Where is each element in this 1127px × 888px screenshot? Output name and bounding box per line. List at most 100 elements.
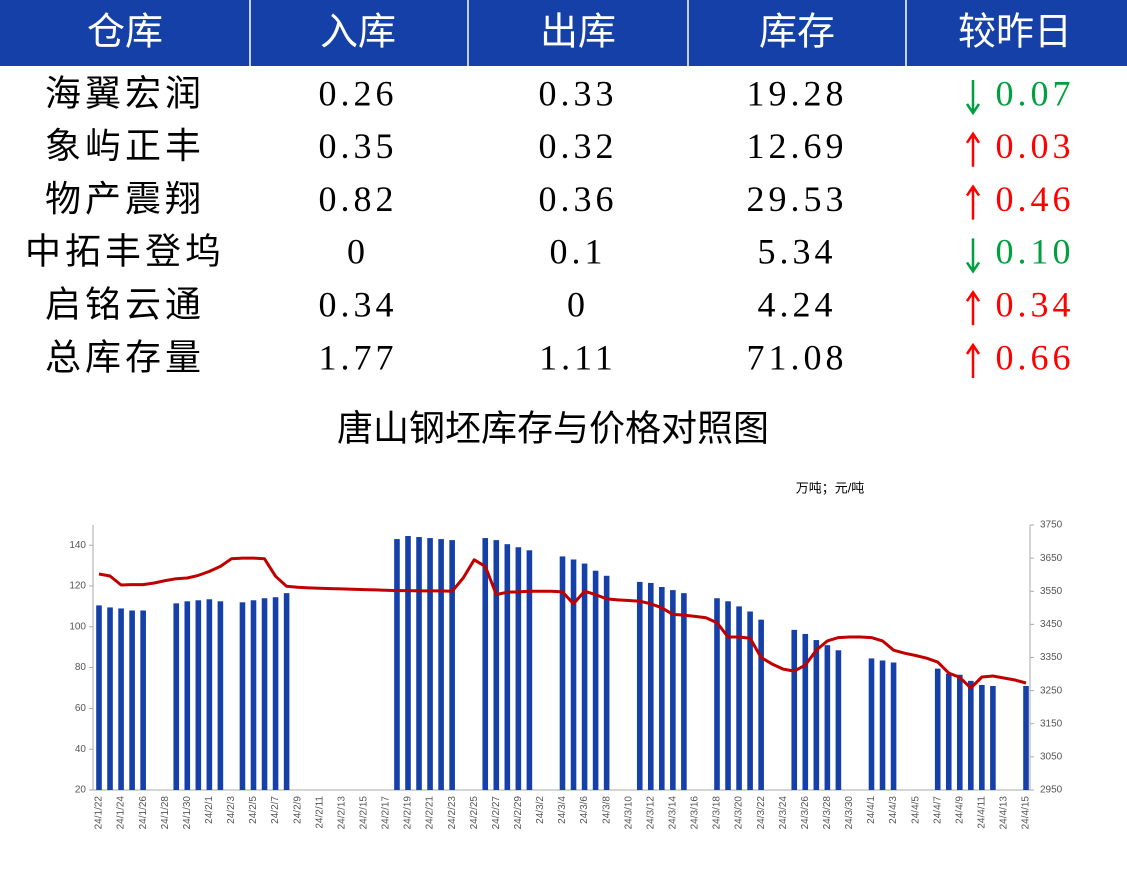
arrow <box>965 131 981 167</box>
x-tick-label: 24/2/13 <box>336 796 347 830</box>
bar <box>813 640 820 790</box>
bar <box>140 610 146 790</box>
direction-arrow <box>965 131 981 167</box>
bar <box>283 593 290 790</box>
x-tick-label: 24/3/2 <box>535 796 546 824</box>
arrow <box>965 238 981 274</box>
x-tick-label: 24/2/11 <box>314 796 325 829</box>
arrow <box>965 184 981 220</box>
x-tick-label: 24/3/6 <box>579 796 590 824</box>
bar <box>427 538 433 790</box>
bar <box>824 645 831 790</box>
table-header <box>0 0 1127 66</box>
bar <box>416 537 422 790</box>
bar <box>107 607 113 790</box>
header-cell: 库存 <box>759 12 835 54</box>
bar <box>791 629 798 790</box>
table-cell: 0.82 <box>319 179 398 219</box>
x-tick-label: 24/3/10 <box>623 796 634 830</box>
bar <box>173 603 180 790</box>
bar <box>250 600 257 790</box>
bar <box>835 650 842 790</box>
bar <box>979 684 985 790</box>
x-tick-label: 24/4/1 <box>866 796 877 824</box>
x-tick-label: 24/4/15 <box>1021 796 1032 830</box>
arrow <box>965 80 981 116</box>
table-cell: 1.77 <box>319 337 398 377</box>
bar <box>206 599 213 790</box>
bar <box>714 598 720 790</box>
bar <box>592 570 599 790</box>
x-tick-label: 24/2/27 <box>491 796 502 830</box>
x-tick-label: 24/1/28 <box>160 796 171 830</box>
bar <box>934 668 941 790</box>
x-tick-label: 24/4/11 <box>976 796 987 829</box>
direction-arrow <box>965 238 981 274</box>
x-tick-label: 24/3/26 <box>800 796 811 830</box>
table-cell: 0.34 <box>996 284 1075 324</box>
y-tick-label: 100 <box>69 621 86 632</box>
table-cell: 物产震翔 <box>45 179 205 219</box>
bar <box>184 601 191 790</box>
table-cell: 启铭云通 <box>45 284 205 324</box>
x-tick-label: 24/2/5 <box>248 796 259 824</box>
y2-tick-label: 3050 <box>1040 752 1063 763</box>
bar <box>945 673 952 790</box>
y-tick-label: 120 <box>69 581 86 592</box>
x-tick-label: 24/3/12 <box>645 796 656 830</box>
x-tick-label: 24/3/28 <box>822 796 833 830</box>
x-tick-label: 24/2/23 <box>447 796 458 830</box>
bar <box>96 605 102 790</box>
bar <box>603 575 610 790</box>
x-tick-label: 24/1/30 <box>182 796 193 830</box>
y-tick-label: 40 <box>75 744 87 755</box>
bar <box>802 633 809 790</box>
x-tick-label: 24/3/14 <box>667 796 678 830</box>
x-tick-label: 24/2/29 <box>513 796 524 830</box>
table-cell: 4.24 <box>758 284 837 324</box>
x-tick-label: 24/3/24 <box>778 796 789 830</box>
table-cell: 12.69 <box>747 126 848 166</box>
header-cell: 入库 <box>320 12 396 54</box>
bar <box>868 658 875 790</box>
table-cell: 0.33 <box>539 73 618 113</box>
x-tick-label: 24/2/17 <box>381 796 392 830</box>
bar <box>482 538 489 790</box>
bar <box>1023 685 1029 790</box>
table-cell: 中拓丰登坞 <box>25 232 225 272</box>
bar <box>118 608 124 790</box>
direction-arrow <box>965 342 981 378</box>
bar <box>493 540 500 790</box>
price-line <box>98 556 1027 690</box>
bar <box>405 536 411 790</box>
table-cell: 0.34 <box>319 284 398 324</box>
table-cell: 0.35 <box>319 126 398 166</box>
y-tick-label: 140 <box>69 540 86 551</box>
y2-tick-label: 3550 <box>1040 586 1063 597</box>
y-tick-label: 20 <box>75 785 87 796</box>
direction-arrow <box>965 80 981 116</box>
x-tick-label: 24/2/15 <box>358 796 369 830</box>
bar <box>129 610 135 790</box>
x-tick-label: 24/1/22 <box>94 796 105 830</box>
bar <box>725 601 731 790</box>
table-cell: 象屿正丰 <box>45 126 205 166</box>
table-cell: 0.32 <box>539 126 618 166</box>
x-tick-label: 24/2/9 <box>292 796 303 824</box>
x-tick-label: 24/3/22 <box>756 796 767 830</box>
bar <box>581 563 588 790</box>
x-tick-label: 24/2/19 <box>403 796 414 830</box>
bar <box>272 597 279 790</box>
bar <box>956 674 963 790</box>
header-cell: 较昨日 <box>958 12 1072 54</box>
bar <box>879 660 886 790</box>
arrow <box>965 289 981 326</box>
y2-tick-label: 3350 <box>1040 652 1063 663</box>
y2-tick-label: 3450 <box>1040 619 1063 630</box>
bar <box>659 587 665 790</box>
direction-arrow <box>965 289 981 326</box>
bar <box>747 611 753 790</box>
table-cell: 0.46 <box>996 179 1075 219</box>
direction-arrow <box>965 184 981 220</box>
